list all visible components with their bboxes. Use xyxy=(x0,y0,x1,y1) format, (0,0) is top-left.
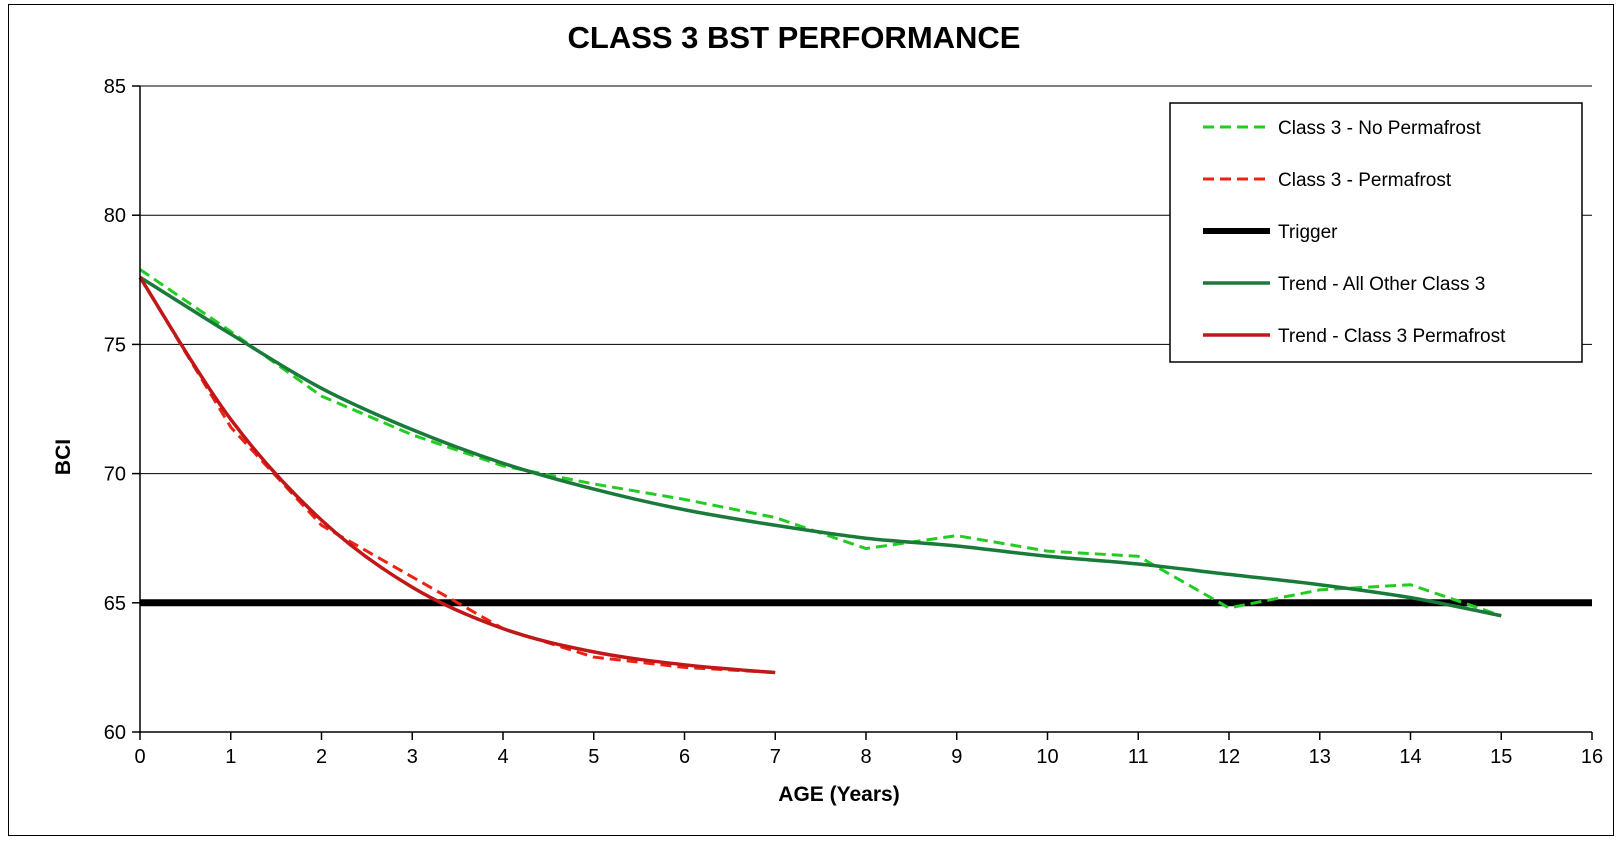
legend: Class 3 - No Permafrost Class 3 - Permafr… xyxy=(1169,102,1583,363)
series-line-trend-all-other-class-3 xyxy=(139,275,1502,618)
y-tick-label-75: 75 xyxy=(104,334,126,356)
legend-label-class-3-no-permafrost: Class 3 - No Permafrost xyxy=(1278,118,1481,139)
x-tick-label-6: 6 xyxy=(679,746,690,768)
x-tick-label-0: 0 xyxy=(134,746,145,768)
y-tick-label-70: 70 xyxy=(104,464,126,486)
x-tick-label-4: 4 xyxy=(497,746,508,768)
legend-label-trend-all-other-class-3: Trend - All Other Class 3 xyxy=(1278,274,1485,295)
x-tick-label-15: 15 xyxy=(1490,746,1512,768)
y-tick-label-85: 85 xyxy=(104,76,126,98)
y-tick-label-60: 60 xyxy=(104,722,126,744)
x-tick-label-10: 10 xyxy=(1036,746,1058,768)
x-tick-label-8: 8 xyxy=(860,746,871,768)
x-tick-label-9: 9 xyxy=(951,746,962,768)
x-tick-label-7: 7 xyxy=(770,746,781,768)
x-tick-label-11: 11 xyxy=(1128,746,1149,768)
x-tick-label-3: 3 xyxy=(407,746,418,768)
x-tick-label-14: 14 xyxy=(1399,746,1421,768)
x-tick-label-16: 16 xyxy=(1581,746,1603,768)
x-tick-label-12: 12 xyxy=(1218,746,1240,768)
chart-title: CLASS 3 BST PERFORMANCE xyxy=(568,20,1021,55)
x-tick-label-2: 2 xyxy=(316,746,327,768)
series-layer xyxy=(138,268,1592,675)
legend-label-trigger: Trigger xyxy=(1278,222,1338,243)
x-axis-label: AGE (Years) xyxy=(778,783,899,806)
series-line-class-3-permafrost xyxy=(138,276,776,675)
series-line-trend-class-3-permafrost xyxy=(138,276,776,675)
x-tick-label-5: 5 xyxy=(588,746,599,768)
y-axis-label: BCI xyxy=(52,439,75,475)
legend-label-class-3-permafrost: Class 3 - Permafrost xyxy=(1278,170,1452,191)
legend-label-trend-class-3-permafrost: Trend - Class 3 Permafrost xyxy=(1278,326,1506,347)
x-tick-label-13: 13 xyxy=(1309,746,1331,768)
x-tick-label-1: 1 xyxy=(225,746,236,768)
y-tick-label-80: 80 xyxy=(104,205,126,227)
y-tick-label-65: 65 xyxy=(104,593,126,615)
